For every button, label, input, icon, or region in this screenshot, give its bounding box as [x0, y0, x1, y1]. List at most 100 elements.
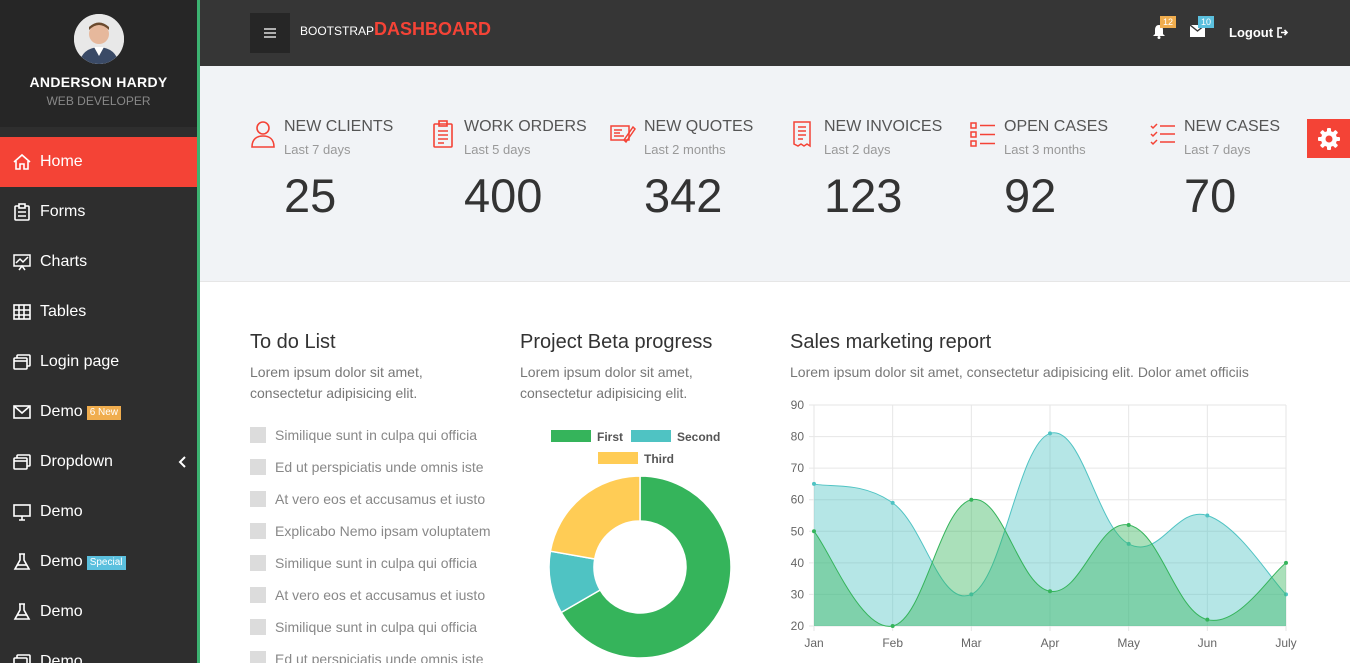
sidebar-item-forms[interactable]: Forms [0, 187, 197, 237]
brand-prefix: BOOTSTRAP [300, 24, 375, 38]
y-tick-label: 60 [791, 493, 805, 507]
todo-checkbox[interactable] [250, 523, 266, 539]
sidebar-item-home[interactable]: Home [0, 137, 197, 187]
todo-item[interactable]: Ed ut perspiciatis unde omnis iste [250, 651, 484, 663]
window-icon [11, 351, 33, 373]
todo-checkbox[interactable] [250, 459, 266, 475]
todo-checkbox[interactable] [250, 619, 266, 635]
todo-text: Ed ut perspiciatis unde omnis iste [275, 459, 484, 475]
data-point[interactable] [969, 497, 974, 502]
messages-button[interactable]: 10 [1189, 16, 1215, 42]
sidebar-item-demo-monitor[interactable]: Demo [0, 487, 197, 537]
x-tick-label: Feb [882, 636, 903, 650]
data-point[interactable] [1126, 522, 1131, 527]
data-point[interactable] [969, 592, 974, 597]
notifications-button[interactable]: 12 [1152, 16, 1177, 44]
sidebar-item-charts[interactable]: Charts [0, 237, 197, 287]
sidebar-item-label: Demo [40, 653, 83, 663]
todo-checkbox[interactable] [250, 491, 266, 507]
project-title: Project Beta progress [520, 331, 713, 353]
envelope-icon [11, 401, 33, 423]
data-point[interactable] [1205, 513, 1210, 518]
doughnut-slice-first[interactable] [560, 475, 732, 659]
todo-item[interactable]: Similique sunt in culpa qui officia [250, 619, 477, 635]
todo-item[interactable]: At vero eos et accusamus et iusto [250, 587, 485, 603]
sidebar-item-label: Demo [40, 553, 83, 570]
y-tick-label: 70 [791, 461, 805, 475]
todo-desc-line: Lorem ipsum dolor sit amet, [250, 364, 423, 380]
data-point[interactable] [1205, 617, 1210, 622]
chevron-left-icon[interactable] [177, 455, 187, 474]
todo-item[interactable]: At vero eos et accusamus et iusto [250, 491, 485, 507]
data-point[interactable] [812, 481, 816, 486]
stat-title: NEW QUOTES [644, 118, 754, 135]
todo-checkbox[interactable] [250, 427, 266, 443]
stats-panel: NEW CLIENTS Last 7 days 25 WORK ORDERS L… [200, 66, 1350, 282]
todo-item[interactable]: Similique sunt in culpa qui officia [250, 555, 477, 571]
stat-title: NEW CASES [1184, 118, 1281, 135]
new-badge: 6 New [86, 406, 122, 420]
data-point[interactable] [1284, 592, 1288, 597]
logout-icon [1277, 27, 1289, 38]
sidebar-item-login-page[interactable]: Login page [0, 337, 197, 387]
profile-name: ANDERSON HARDY [29, 74, 168, 90]
logout-button[interactable]: Logout [1229, 25, 1289, 40]
stat-subtitle: Last 3 months [1004, 142, 1086, 157]
invoice-icon [793, 121, 811, 148]
clipboard-list-icon [433, 120, 453, 148]
stat-subtitle: Last 5 days [464, 142, 531, 157]
todo-text: Explicabo Nemo ipsam voluptatem [275, 523, 491, 539]
sidebar-item-demo-last[interactable]: Demo [0, 637, 197, 663]
table-icon [11, 301, 33, 323]
window-icon [11, 651, 33, 663]
project-desc-line: Lorem ipsum dolor sit amet, [520, 364, 693, 380]
todo-checkbox[interactable] [250, 555, 266, 571]
legend-swatch-first [551, 430, 591, 442]
data-point[interactable] [1048, 589, 1052, 594]
x-tick-label: July [1275, 636, 1296, 650]
profile-role: WEB DEVELOPER [46, 94, 151, 108]
todo-item[interactable]: Ed ut perspiciatis unde omnis iste [250, 459, 484, 475]
doughnut-chart [548, 475, 732, 659]
sidebar-item-label: Demo [40, 603, 83, 620]
todo-item[interactable]: Explicabo Nemo ipsam voluptatem [250, 523, 491, 539]
stat-value: 92 [1004, 169, 1057, 222]
sidebar-item-label: Demo [40, 403, 83, 420]
doughnut-slice-third[interactable] [549, 475, 641, 560]
brand-logo[interactable]: BOOTSTRAPDASHBOARD [300, 19, 491, 40]
clipboard-icon [11, 201, 33, 223]
data-point[interactable] [1126, 541, 1131, 546]
stat-title: NEW INVOICES [824, 118, 943, 135]
stat-value: 342 [644, 169, 723, 222]
data-point[interactable] [1048, 431, 1052, 436]
presentation-chart-icon [11, 251, 33, 273]
flask-icon [11, 551, 33, 573]
legend-label: Second [677, 430, 721, 444]
user-icon [251, 121, 275, 148]
data-point[interactable] [890, 624, 895, 628]
todo-checkbox[interactable] [250, 587, 266, 603]
stat-subtitle: Last 7 days [1184, 142, 1251, 157]
data-point[interactable] [1284, 560, 1288, 565]
legend-swatch-second [631, 430, 671, 442]
sidebar-item-label: Demo [40, 503, 83, 520]
sidebar-item-demo-special[interactable]: Demo Special [0, 537, 197, 587]
menu-toggle-button[interactable] [250, 13, 290, 53]
sidebar-item-demo-mail[interactable]: Demo 6 New [0, 387, 197, 437]
data-point[interactable] [890, 500, 895, 505]
todo-item[interactable]: Similique sunt in culpa qui officia [250, 427, 477, 443]
sidebar-item-tables[interactable]: Tables [0, 287, 197, 337]
sales-title: Sales marketing report [790, 331, 992, 353]
legend-swatch-third [598, 452, 638, 464]
profile-panel: ANDERSON HARDY WEB DEVELOPER [0, 0, 197, 127]
sidebar-item-dropdown[interactable]: Dropdown [0, 437, 197, 487]
settings-button[interactable] [1307, 119, 1350, 158]
todo-checkbox[interactable] [250, 651, 266, 663]
sidebar-item-demo-flask[interactable]: Demo [0, 587, 197, 637]
data-point[interactable] [812, 529, 816, 534]
series-area-1 [814, 432, 1286, 626]
monitor-icon [11, 501, 33, 523]
special-badge: Special [86, 556, 126, 570]
avatar[interactable] [73, 14, 124, 64]
sidebar-item-label: Home [40, 153, 83, 170]
